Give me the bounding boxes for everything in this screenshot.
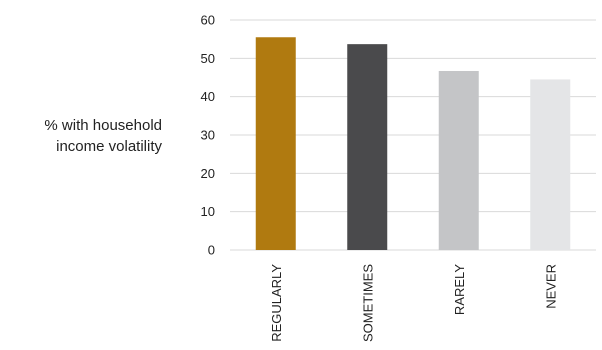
y-tick-label: 20 [201, 166, 215, 181]
y-tick-label: 10 [201, 204, 215, 219]
bars [255, 37, 571, 251]
category-label-never: NEVER [543, 264, 558, 309]
y-axis-label: % with household income volatility [10, 115, 162, 157]
y-tick-label: 60 [201, 13, 215, 28]
bar-never [530, 79, 571, 251]
category-label-rarely: RARELY [452, 264, 467, 315]
bar-rarely [438, 70, 479, 250]
bar-regularly [255, 37, 296, 250]
y-tick-label: 50 [201, 51, 215, 66]
category-label-sometimes: SOMETIMES [360, 264, 375, 342]
category-label-regularly: REGULARLY [269, 264, 284, 342]
y-tick-labels: 0 10 20 30 40 50 60 [201, 13, 215, 258]
y-tick-label: 30 [201, 128, 215, 143]
y-tick-label: 40 [201, 89, 215, 104]
y-axis-label-line-1: % with household [44, 117, 162, 134]
y-axis-label-line-2: income volatility [56, 138, 162, 155]
y-tick-label: 0 [208, 243, 215, 258]
category-labels: REGULARLY SOMETIMES RARELY NEVER [269, 264, 559, 342]
bar-sometimes [347, 44, 388, 251]
